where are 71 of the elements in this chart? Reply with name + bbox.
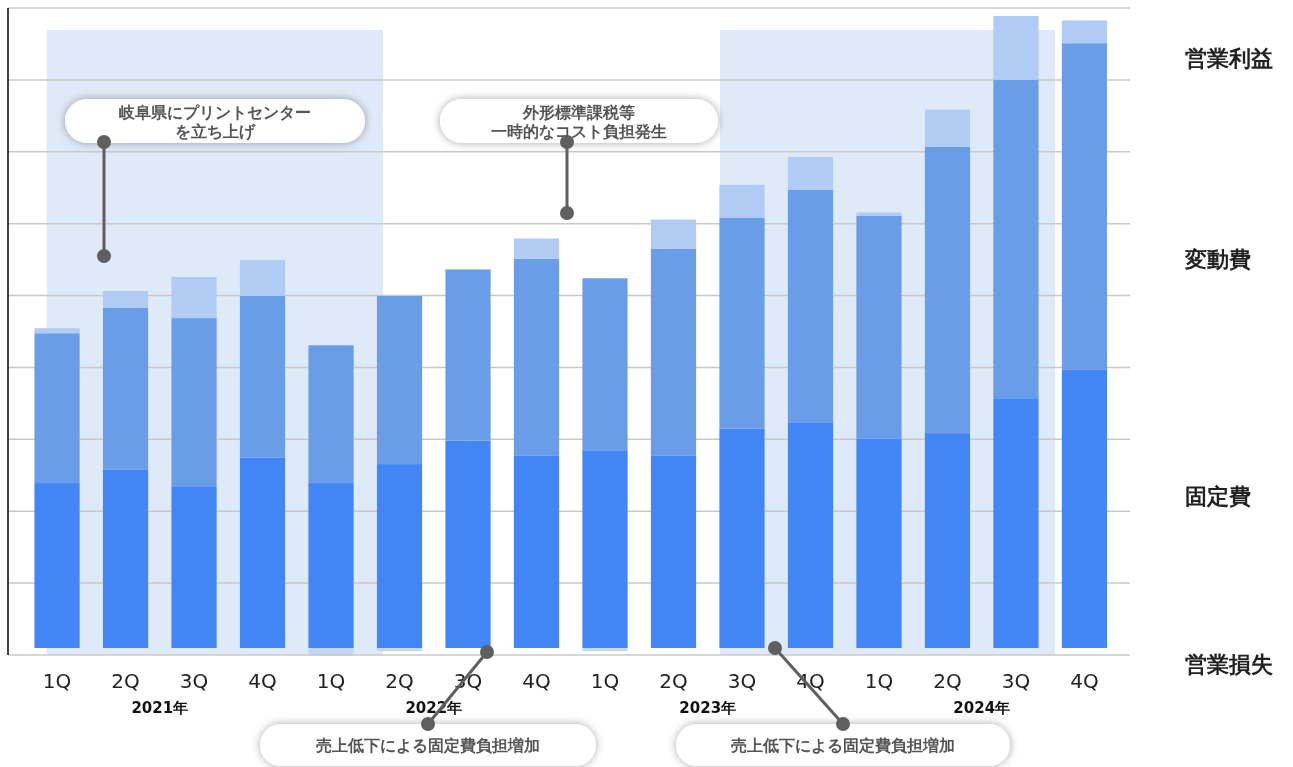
- bar: [102, 307, 149, 470]
- bar: [719, 184, 765, 218]
- bar: [856, 438, 902, 648]
- text: 売上低下による固定費負担増加: [731, 736, 955, 755]
- bar: [239, 295, 286, 458]
- bar: [1061, 369, 1108, 648]
- bar: [856, 215, 902, 439]
- x-tick-label: 4Q: [248, 669, 277, 693]
- bar: [787, 156, 834, 190]
- x-tick-label: 2Q: [111, 669, 140, 693]
- text: 変動費: [1184, 247, 1251, 272]
- x-tick-label: 3Q: [179, 669, 209, 693]
- bar: [239, 259, 286, 296]
- bar: [308, 345, 354, 484]
- x-tick-label: 2Q: [933, 669, 962, 693]
- text: 固定費: [1185, 484, 1251, 509]
- annotation: 外形標準課税等一時的なコスト負担発生: [491, 103, 667, 141]
- bar: [513, 258, 560, 456]
- x-tick-label: 4Q: [1070, 669, 1099, 693]
- x-tick-label: 1Q: [590, 669, 620, 693]
- x-tick-label: 1Q: [42, 669, 72, 693]
- bar: [376, 464, 423, 648]
- x-tick-label: 3Q: [1001, 669, 1031, 693]
- text: 2023年: [679, 699, 737, 717]
- bar: [650, 219, 697, 249]
- bar: [34, 483, 80, 648]
- bar: [171, 277, 217, 319]
- bar: [239, 457, 286, 648]
- bar: [308, 483, 354, 648]
- bar: [171, 318, 217, 487]
- bar: [445, 269, 491, 441]
- bar: [787, 189, 834, 424]
- x-tick-label: 3Q: [727, 669, 757, 693]
- bar: [102, 290, 149, 308]
- bar: [993, 398, 1039, 648]
- annotation: 岐阜県にプリントセンターを立ち上げ: [119, 103, 311, 141]
- bar: [1061, 20, 1108, 44]
- x-tick-label: 2Q: [659, 669, 688, 693]
- bar: [650, 455, 697, 648]
- bar: [719, 217, 765, 429]
- bar: [1061, 43, 1108, 370]
- bar: [102, 469, 149, 648]
- text: 営業損失: [1185, 652, 1273, 677]
- x-tick-label: 2Q: [385, 669, 414, 693]
- bar: [993, 16, 1039, 80]
- x-tick-label: 1Q: [864, 669, 894, 693]
- x-tick-label: 4Q: [522, 669, 551, 693]
- bar: [650, 248, 697, 456]
- bar: [719, 428, 765, 648]
- text: 営業利益: [1185, 46, 1273, 71]
- text: 2024年: [953, 699, 1011, 717]
- bar: [924, 109, 971, 147]
- bar: [924, 433, 971, 648]
- bar: [924, 146, 971, 434]
- bar: [513, 455, 560, 648]
- bar: [445, 440, 491, 648]
- bar: [376, 648, 423, 652]
- bar: [376, 295, 423, 465]
- bar: [993, 79, 1039, 399]
- x-tick-label: 1Q: [316, 669, 346, 693]
- bar: [171, 486, 217, 648]
- bar: [582, 278, 628, 451]
- bar: [582, 450, 628, 648]
- bar: [582, 648, 628, 652]
- bar: [34, 333, 80, 484]
- bar: [787, 423, 834, 648]
- text: 2021年: [131, 699, 189, 717]
- text: 売上低下による固定費負担増加: [316, 736, 540, 755]
- bar: [856, 212, 902, 216]
- bar: [34, 328, 80, 334]
- bar: [513, 238, 560, 259]
